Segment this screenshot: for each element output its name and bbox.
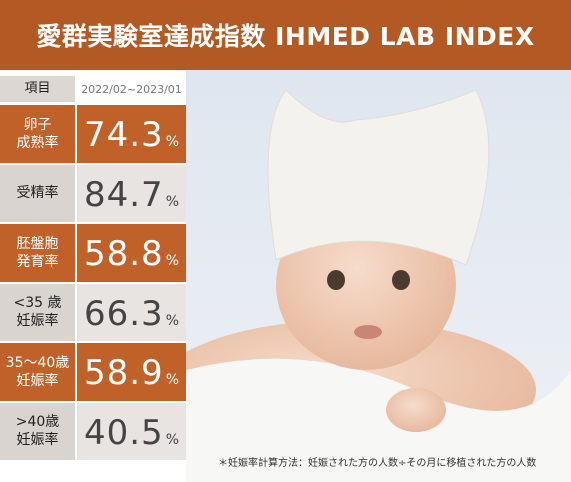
unit: % xyxy=(165,193,179,210)
value: 66.3 xyxy=(83,293,164,334)
row-label: 35～40歳 妊娠率 xyxy=(0,343,75,401)
row-value: 66.3% xyxy=(77,283,186,341)
value: 74.3 xyxy=(83,115,164,155)
value: 58.9 xyxy=(83,353,164,393)
label-line: 発育率 xyxy=(16,253,59,270)
row-label: 卵子 成熟率 xyxy=(0,105,75,163)
row-value: 58.8% xyxy=(77,224,186,282)
head-period: 2022/02~2023/01 xyxy=(77,76,186,102)
unit: % xyxy=(165,372,179,388)
row-label: >40歳 妊娠率 xyxy=(0,402,75,460)
value: 40.5 xyxy=(83,412,164,453)
row-label: 胚盤胞 発育率 xyxy=(0,224,75,282)
value: 58.8 xyxy=(83,234,164,274)
label-line: 妊娠率 xyxy=(16,313,59,330)
row-value: 84.7% xyxy=(77,164,186,222)
label-line: <35 歳 xyxy=(13,295,62,312)
row-label: 受精率 xyxy=(0,164,75,222)
unit: % xyxy=(165,134,179,150)
row-value: 74.3% xyxy=(77,105,186,163)
label-line: 胚盤胞 xyxy=(16,235,59,252)
row-value: 40.5% xyxy=(77,402,186,460)
label-line: 35～40歳 xyxy=(5,354,70,371)
row-value: 58.9% xyxy=(77,343,186,401)
title: 愛群実験室達成指数 IHMED LAB INDEX xyxy=(0,0,571,70)
label-line: 妊娠率 xyxy=(16,372,59,389)
label-line: 受精率 xyxy=(16,185,59,202)
footnote: ＊妊娠率計算方法：妊娠された方の人数÷その月に移植された方の人数 xyxy=(218,458,537,469)
label-line: 成熟率 xyxy=(16,134,59,151)
row-label: <35 歳妊娠率 xyxy=(0,283,75,341)
unit: % xyxy=(165,312,179,329)
baby-photo xyxy=(186,70,571,482)
head-item: 項目 xyxy=(0,76,75,102)
label-line: 卵子 xyxy=(23,116,52,133)
label-line: >40歳 xyxy=(15,414,60,431)
unit: % xyxy=(165,431,179,448)
unit: % xyxy=(165,253,179,269)
label-line: 妊娠率 xyxy=(16,432,59,449)
value: 84.7 xyxy=(83,174,164,215)
